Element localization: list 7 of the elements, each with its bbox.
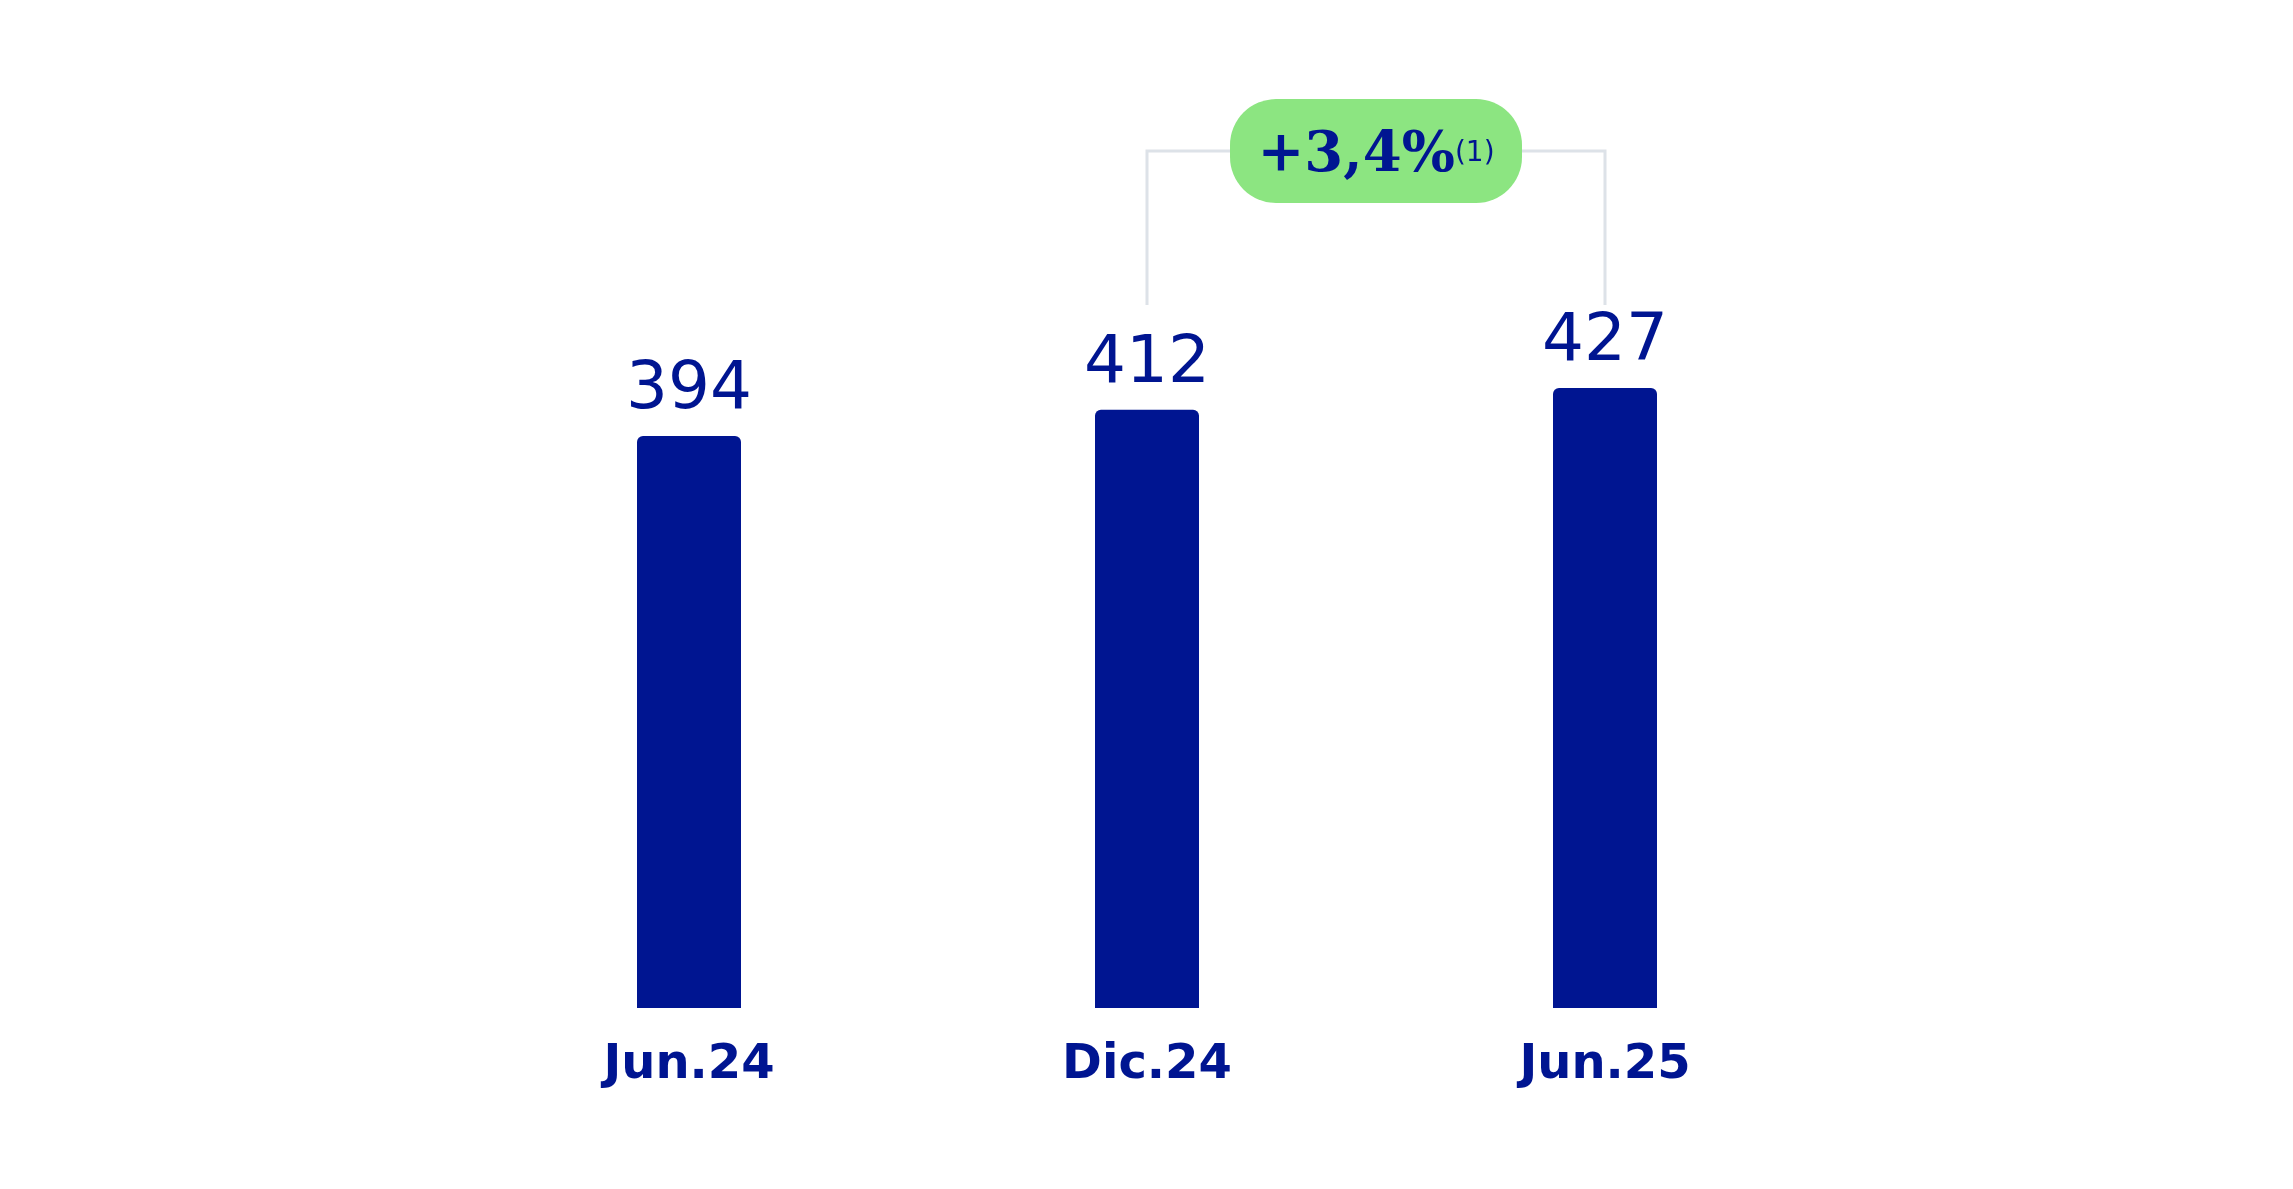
- x-tick-label: Jun.25: [1516, 1033, 1691, 1090]
- data-label: 394: [626, 346, 752, 424]
- data-label: 427: [1542, 299, 1668, 376]
- x-tick-label: Dic.24: [1062, 1033, 1232, 1090]
- x-tick-label: Jun.24: [600, 1033, 775, 1090]
- data-label: 412: [1084, 320, 1210, 398]
- text: +3,4%$^{(1)}$: [1230, 99, 1522, 203]
